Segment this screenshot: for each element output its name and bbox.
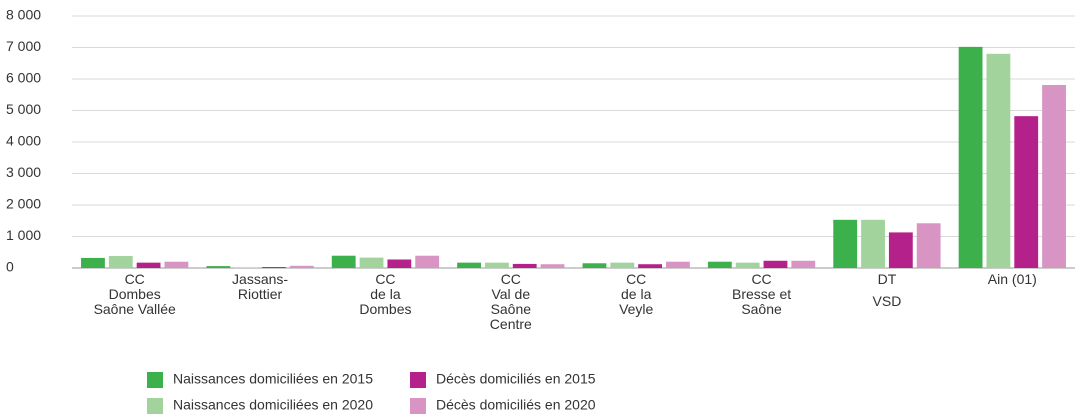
y-tick-label: 4 000 (6, 133, 41, 149)
x-tick-line: CC (626, 271, 646, 287)
x-tick-line: DT (878, 271, 897, 287)
bar (638, 264, 663, 268)
bar (540, 264, 565, 268)
x-tick-line: Centre (490, 316, 532, 332)
x-tick-line: CC (751, 271, 771, 287)
bar (791, 260, 816, 268)
bar (484, 262, 509, 268)
x-tick-label: CC de la Dombes (359, 271, 411, 317)
bar (916, 223, 941, 268)
x-tick-label: Ain (01) (988, 271, 1037, 287)
x-tick-label: CC Bresse et Saône (732, 271, 791, 317)
bar (735, 262, 760, 268)
y-tick-label: 7 000 (6, 38, 41, 54)
x-tick-line: Dombes (359, 301, 411, 317)
legend-label: Décès domiciliés en 2020 (436, 397, 596, 413)
legend-label: Naissances domiciliées en 2020 (173, 397, 373, 413)
bar (457, 262, 481, 268)
bar (331, 255, 356, 268)
x-tick-line: CC (125, 271, 145, 287)
bar (1014, 116, 1039, 268)
bar (262, 267, 286, 268)
y-tick-label: 6 000 (6, 70, 41, 86)
bar (81, 257, 105, 268)
x-tick-label: Jassans-Riottier (232, 271, 288, 302)
y-tick-label: 8 000 (6, 7, 41, 23)
x-tick-label: CC de la Veyle (619, 271, 653, 317)
x-tick-line: Saône (741, 301, 782, 317)
x-tick-line: CC (375, 271, 395, 287)
legend-swatch (410, 372, 426, 388)
bar (512, 263, 537, 268)
legend-swatch (147, 398, 163, 414)
bar (164, 261, 189, 268)
bar (666, 261, 690, 268)
y-tick-label: 1 000 (6, 227, 41, 243)
bar (1042, 84, 1066, 268)
bar (582, 263, 607, 268)
x-tick-line: Dombes (109, 286, 161, 302)
x-tick-line: Ain (01) (988, 271, 1037, 287)
bar (888, 232, 913, 268)
bar (387, 259, 412, 268)
legend-swatch (147, 372, 163, 388)
bar (986, 53, 1011, 268)
x-tick-label: CC Dombes Saône Vallée (94, 271, 176, 317)
bar (763, 260, 788, 268)
x-tick-line: Saône Vallée (94, 301, 176, 317)
bar (415, 255, 440, 268)
bar (234, 267, 259, 268)
x-tick-label: DT VSD (873, 271, 902, 309)
bar (136, 262, 161, 268)
x-tick-line: Riottier (238, 286, 283, 302)
y-tick-label: 5 000 (6, 101, 41, 117)
x-tick-line: Bresse et (732, 286, 791, 302)
y-tick-label: 0 (6, 259, 14, 275)
bar (359, 257, 384, 268)
x-tick-line: de la (370, 286, 401, 302)
y-tick-label: 3 000 (6, 164, 41, 180)
bar (206, 266, 231, 268)
bar (833, 219, 858, 268)
bar (289, 265, 314, 268)
x-tick-line: Veyle (619, 301, 653, 317)
x-tick-line: Saône (491, 301, 532, 317)
x-tick-line: VSD (873, 293, 902, 309)
legend-swatch (410, 398, 426, 414)
bar (610, 262, 635, 268)
x-tick-line: CC (501, 271, 521, 287)
x-tick-line: de la (621, 286, 652, 302)
bar (958, 46, 983, 269)
x-tick-label: CC Val de Saône Centre (490, 271, 532, 332)
x-tick-line: Jassans- (232, 271, 288, 287)
bar (861, 219, 885, 268)
legend-label: Décès domiciliés en 2015 (436, 371, 596, 387)
y-tick-label: 2 000 (6, 196, 41, 212)
x-tick-line: Val de (491, 286, 530, 302)
legend-label: Naissances domiciliées en 2015 (173, 371, 373, 387)
bar (108, 256, 133, 268)
bar (707, 261, 732, 268)
